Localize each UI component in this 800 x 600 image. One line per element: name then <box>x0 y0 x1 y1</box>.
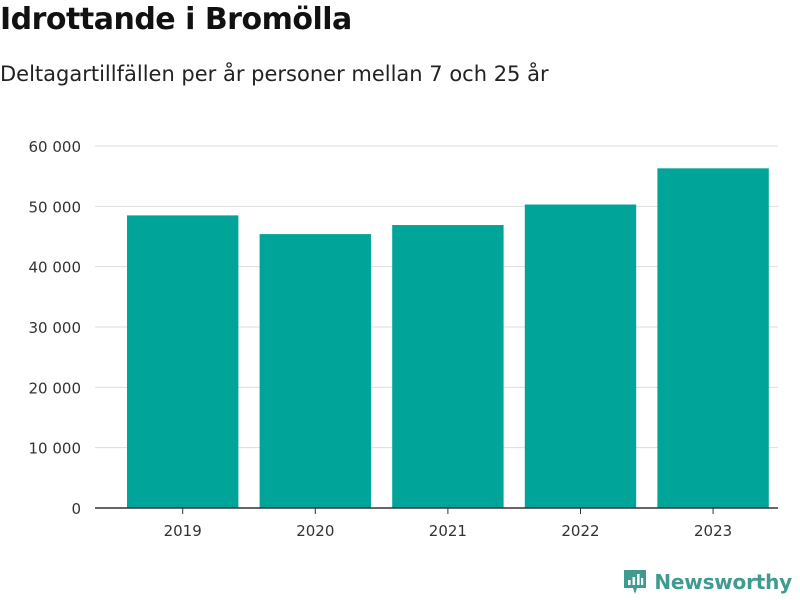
x-tick-label: 2019 <box>164 522 202 540</box>
bar-2020 <box>259 234 371 508</box>
y-tick-label: 10 000 <box>29 440 82 458</box>
bar-2021 <box>392 225 504 508</box>
y-tick-label: 50 000 <box>29 198 82 216</box>
chart-title: Idrottande i Bromölla <box>0 2 352 37</box>
y-tick-label: 30 000 <box>29 319 82 337</box>
brand: Newsworthy <box>622 568 792 596</box>
x-tick-label: 2022 <box>561 522 599 540</box>
chart-subtitle: Deltagartillfällen per år personer mella… <box>0 62 549 86</box>
y-tick-label: 20 000 <box>29 379 82 397</box>
x-tick-label: 2021 <box>429 522 467 540</box>
brand-name: Newsworthy <box>654 570 792 594</box>
bar-2023 <box>657 168 769 508</box>
x-tick-label: 2023 <box>694 522 732 540</box>
bar-2022 <box>524 204 637 509</box>
y-tick-label: 40 000 <box>29 259 82 277</box>
x-tick-label: 2020 <box>296 522 334 540</box>
y-tick-label: 0 <box>71 500 81 518</box>
y-tick-label: 60 000 <box>29 138 82 156</box>
bar-2019 <box>127 215 239 508</box>
newsworthy-logo-icon <box>624 570 647 594</box>
